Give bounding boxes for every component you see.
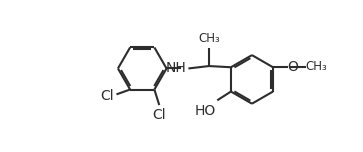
Text: Cl: Cl xyxy=(152,108,166,122)
Text: NH: NH xyxy=(166,61,187,76)
Text: CH₃: CH₃ xyxy=(198,32,220,45)
Text: HO: HO xyxy=(195,104,216,118)
Text: Cl: Cl xyxy=(100,89,114,103)
Text: CH₃: CH₃ xyxy=(306,60,327,73)
Text: O: O xyxy=(287,60,298,74)
